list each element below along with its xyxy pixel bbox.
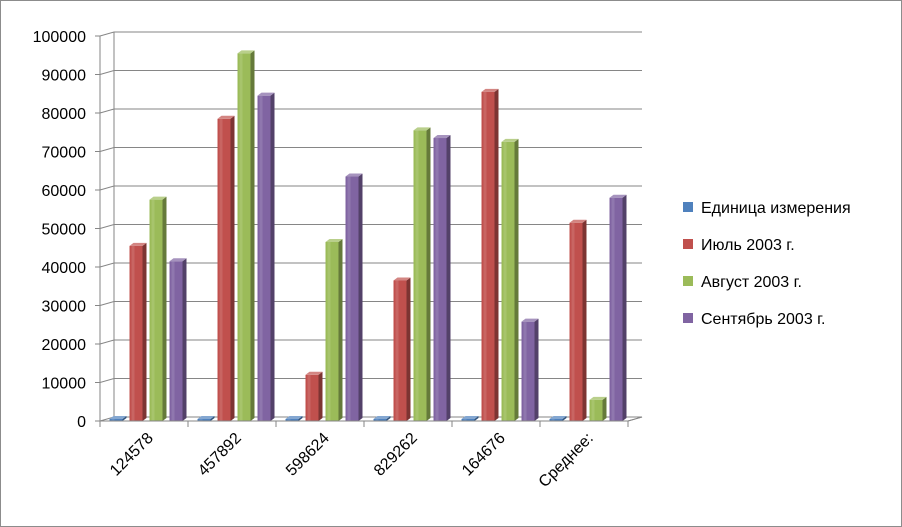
y-tick-label: 20000 [42,337,87,354]
y-tick-label: 80000 [42,106,87,123]
legend-item: Август 2003 г. [683,274,802,291]
x-tick-label: Среднее: [536,430,597,491]
bar [237,50,255,421]
x-axis: 124578 457892 598624 829262 164676 Среднее: [99,416,643,491]
bar [325,238,343,421]
legend-label: Август 2003 г. [701,274,802,291]
gridline [99,70,642,75]
gridline [99,339,642,345]
x-tick-label: 457892 [195,430,245,480]
y-tick-label: 100000 [33,29,86,46]
y-tick-label: 60000 [42,183,87,200]
legend-label: Единица измерения [701,200,851,217]
bar [257,92,275,422]
legend-swatch [683,202,693,212]
gridline [99,378,642,383]
gridline [99,224,642,229]
legend: Единица измерения Июль 2003 г. Август 2003… [683,200,851,328]
y-tick-label: 90000 [42,68,87,85]
bar [217,115,235,422]
bar [129,242,147,421]
bar [197,416,215,421]
bar [481,88,499,421]
legend-item: Июль 2003 г. [683,237,795,254]
bar [305,371,323,421]
bar [413,127,431,421]
x-tick-label: 124578 [107,430,157,480]
y-tick-label: 70000 [42,145,87,162]
y-axis: 0 10000 20000 30000 40000 50000 60000 70000 8000… [33,29,101,431]
legend-label: Сентябрь 2003 г. [701,311,826,328]
y-tick-label: 10000 [42,376,87,393]
legend-item: Единица измерения [683,200,851,217]
legend-swatch [683,276,693,286]
y-tick-label: 40000 [42,260,87,277]
bar [609,194,627,421]
legend-item: Сентябрь 2003 г. [683,311,826,328]
bars-layer [109,50,627,422]
bar [549,416,567,421]
bar [569,219,587,421]
gridline [99,185,642,191]
x-tick-label: 598624 [283,430,333,480]
legend-swatch [683,313,693,323]
bar [461,416,479,421]
bar [345,173,363,421]
gridline [99,108,642,114]
gridline [99,262,642,268]
legend-label: Июль 2003 г. [701,237,795,254]
legend-swatch [683,239,693,249]
bar [373,416,391,421]
gridline [99,31,642,37]
gridline [99,301,642,306]
bar [433,135,451,421]
bar [521,318,539,421]
gridline [99,147,642,152]
bar [169,258,187,421]
bar [589,396,607,421]
x-tick-label: 829262 [371,430,421,480]
bar [109,416,127,421]
bar [501,138,519,421]
chart-grid [99,31,643,422]
bar [393,277,411,421]
bar [285,416,303,421]
y-tick-label: 30000 [42,299,87,316]
y-tick-label: 50000 [42,222,87,239]
x-tick-label: 164676 [459,430,509,480]
y-tick-label: 0 [77,414,86,431]
bar [149,196,167,421]
